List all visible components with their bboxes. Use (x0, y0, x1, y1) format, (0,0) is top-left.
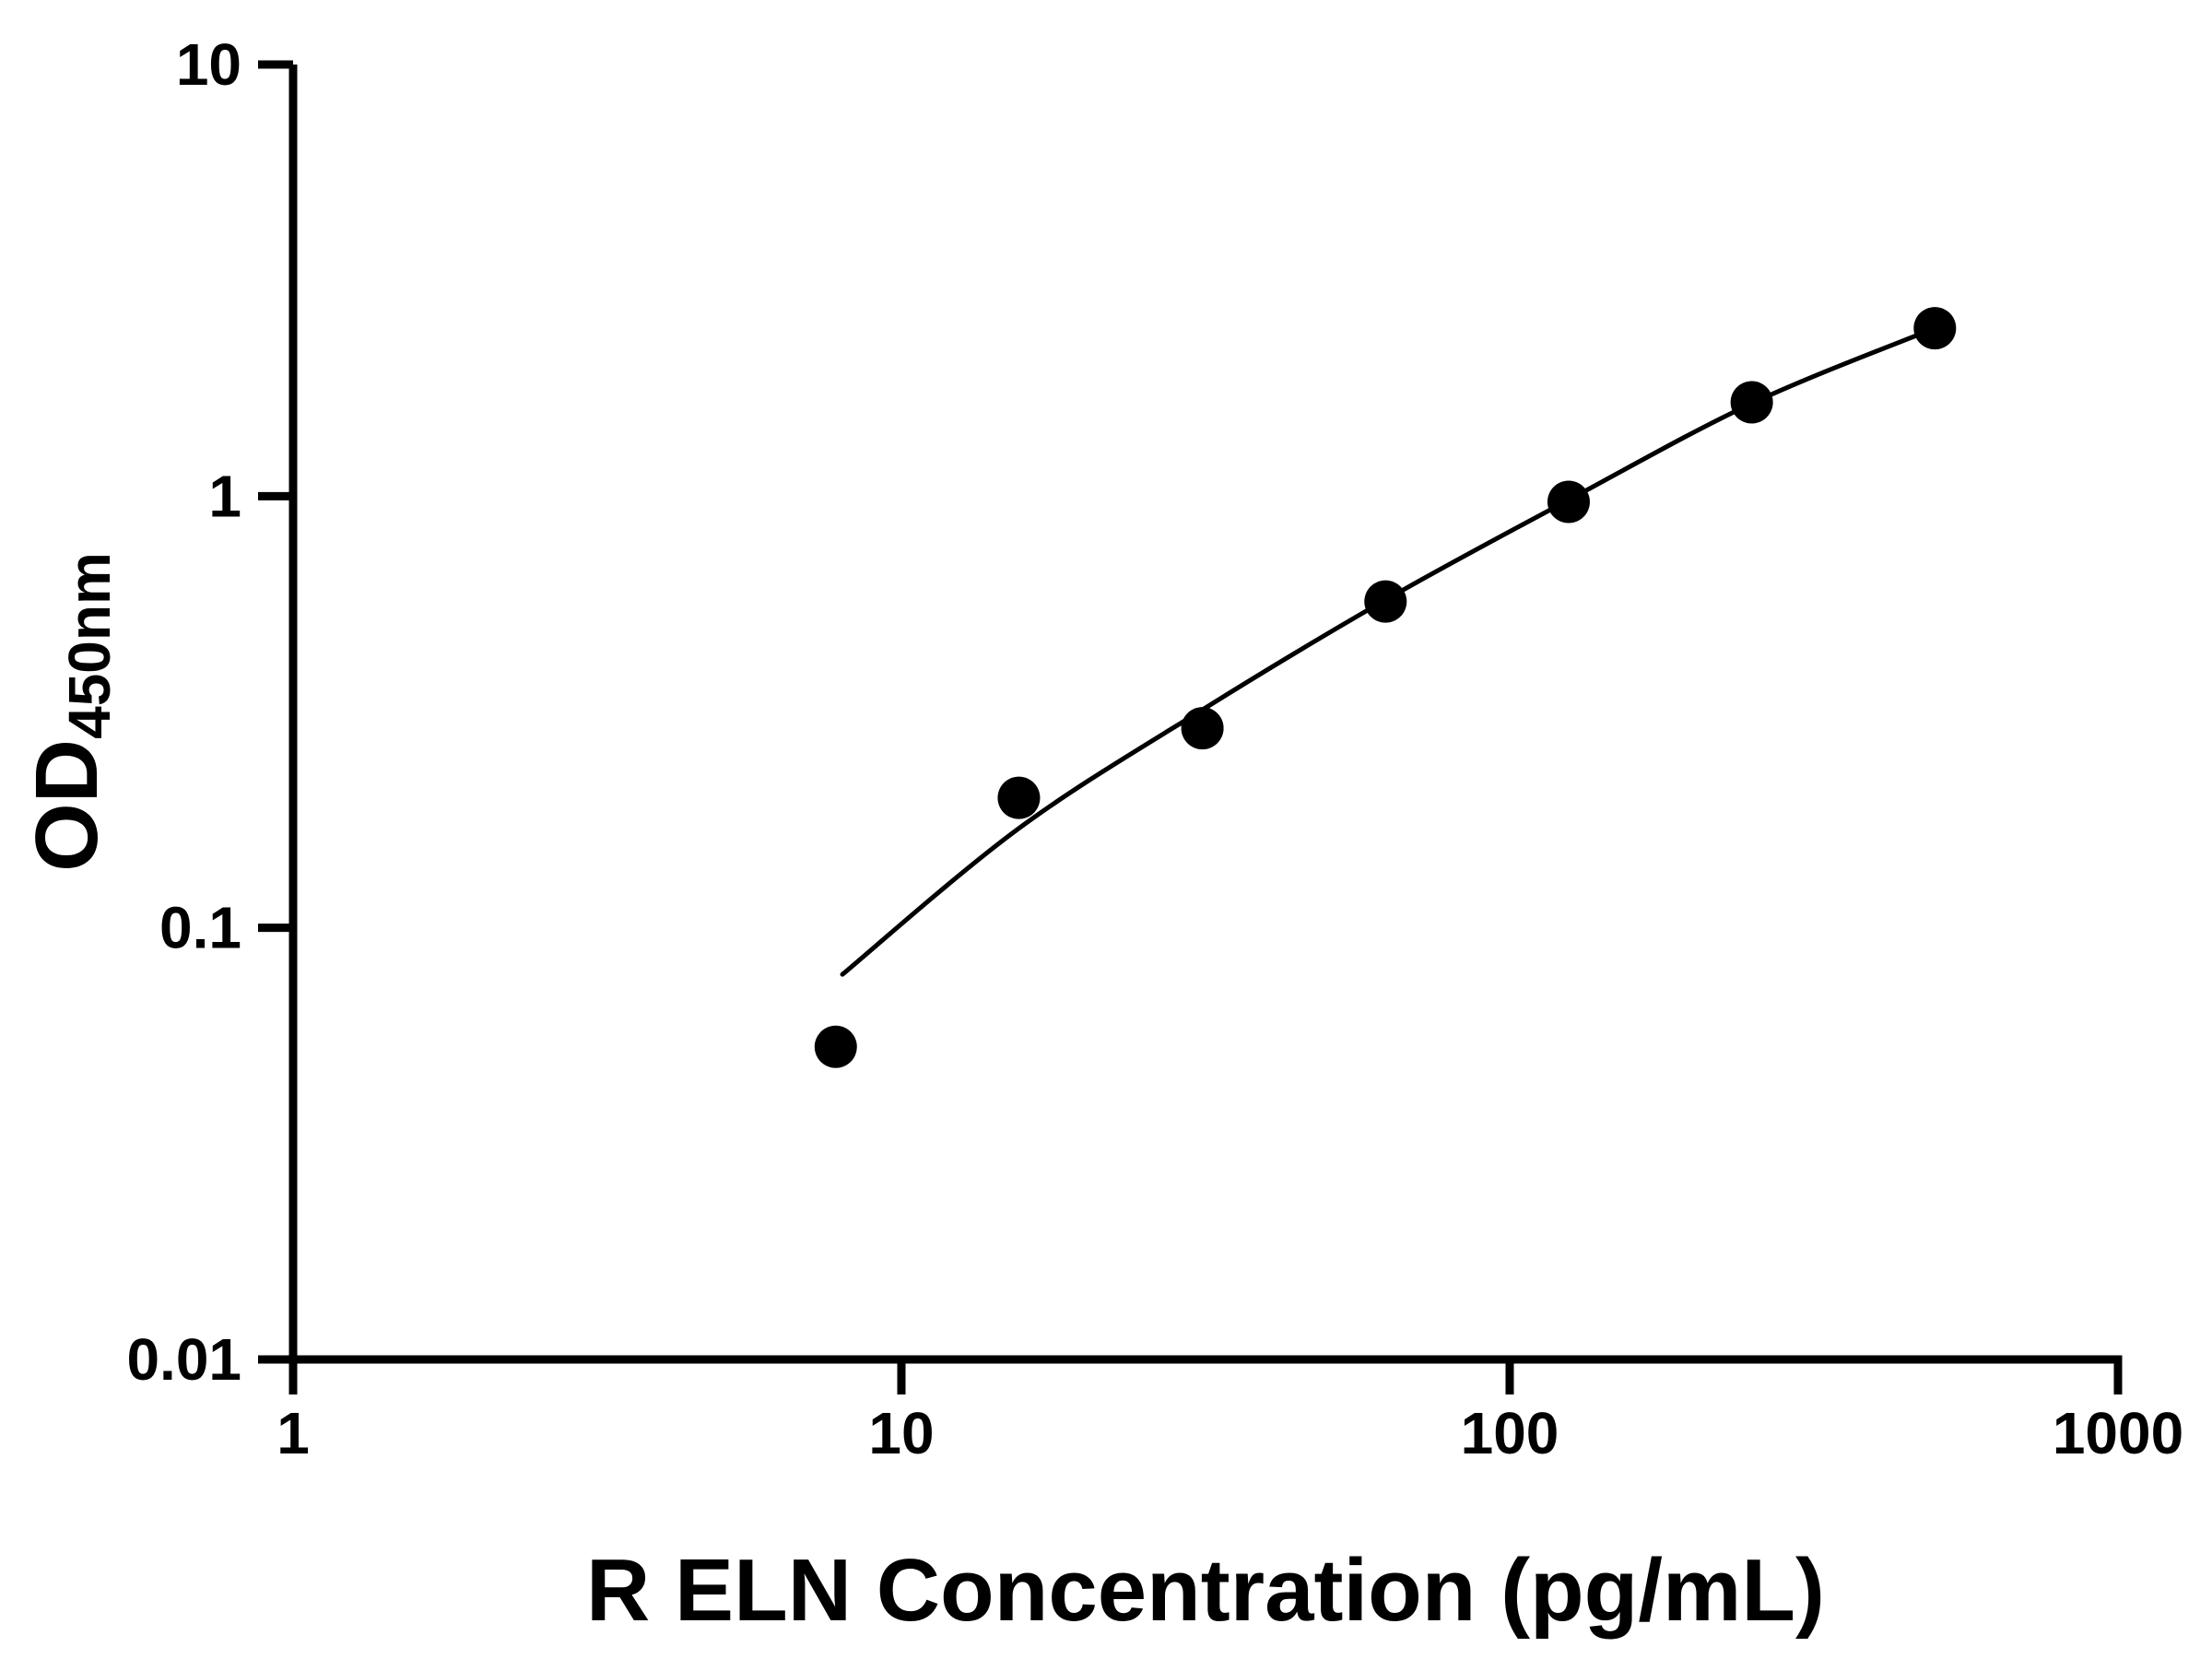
y-tick-label: 0.1 (159, 895, 241, 961)
y-tick-label: 1 (208, 463, 241, 529)
data-point (1547, 480, 1590, 524)
data-point (1181, 707, 1224, 750)
y-tick-label: 10 (176, 31, 241, 98)
x-axis-title: R ELN Concentration (pg/mL) (586, 1541, 1825, 1640)
x-tick-label: 10 (868, 1400, 934, 1466)
x-tick-label: 1000 (2053, 1400, 2183, 1466)
y-tick-label: 0.01 (126, 1326, 241, 1393)
data-point (1730, 381, 1773, 424)
data-point (1364, 580, 1407, 623)
data-point (814, 1025, 857, 1068)
x-tick-label: 100 (1461, 1400, 1559, 1466)
data-point (997, 776, 1041, 819)
x-tick-label: 1 (276, 1400, 310, 1466)
data-point (1913, 307, 1957, 350)
y-axis-title: OD450nm (18, 552, 123, 872)
